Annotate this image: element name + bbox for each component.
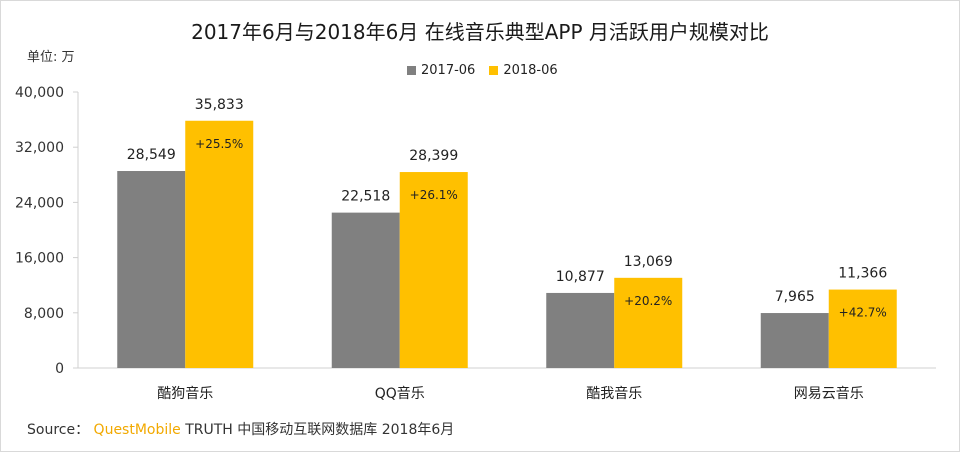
x-category-label: 酷狗音乐 [157,385,213,402]
growth-label: +25.5% [195,137,243,151]
x-category-label: 酷我音乐 [586,385,642,402]
bar-2017 [117,171,186,368]
chart-title: 2017年6月与2018年6月 在线音乐典型APP 月活跃用户规模对比 [191,20,769,44]
growth-label: +20.2% [624,294,672,308]
legend-item-2017: 2017-06 [407,63,475,78]
y-tick-label: 8,000 [24,306,64,322]
legend-swatch-2017 [407,66,416,75]
legend-item-2018: 2018-06 [489,63,558,78]
legend: 2017-06 2018-06 [407,63,572,78]
bar-2018 [828,289,897,368]
y-tick-label: 16,000 [15,251,64,267]
bar-2017 [760,313,829,368]
source-brand: QuestMobile [93,422,181,438]
unit-label: 单位: 万 [27,50,75,65]
legend-label-2017: 2017-06 [421,63,476,78]
bar-2018 [185,120,254,369]
x-category-label: 网易云音乐 [794,385,864,402]
bar-2017 [331,212,400,368]
bar-value-label: 13,069 [624,254,673,270]
x-category-label: QQ音乐 [375,385,425,402]
bar-value-label: 35,833 [195,97,244,113]
y-tick-label: 0 [55,361,64,377]
source-line: Source： QuestMobile TRUTH 中国移动互联网数据库 201… [27,419,454,439]
bar-value-label: 11,366 [838,266,887,282]
growth-label: +42.7% [839,306,887,320]
bar-value-label: 22,518 [341,189,390,205]
bar-value-label: 7,965 [775,289,815,305]
y-tick-label: 24,000 [15,195,64,211]
bar-2018 [614,277,683,368]
bar-value-label: 10,877 [556,269,605,285]
bar-2017 [546,292,615,368]
bar-value-label: 28,399 [409,148,458,164]
y-tick-label: 40,000 [15,85,64,101]
source-text: TRUTH 中国移动互联网数据库 2018年6月 [185,422,455,438]
bar-value-label: 28,549 [127,147,176,163]
y-tick-label: 32,000 [15,140,64,156]
legend-swatch-2018 [489,66,499,75]
growth-label: +26.1% [410,188,458,202]
legend-label-2018: 2018-06 [503,63,558,78]
bar-2018 [399,172,468,368]
source-prefix: Source： [27,422,90,438]
